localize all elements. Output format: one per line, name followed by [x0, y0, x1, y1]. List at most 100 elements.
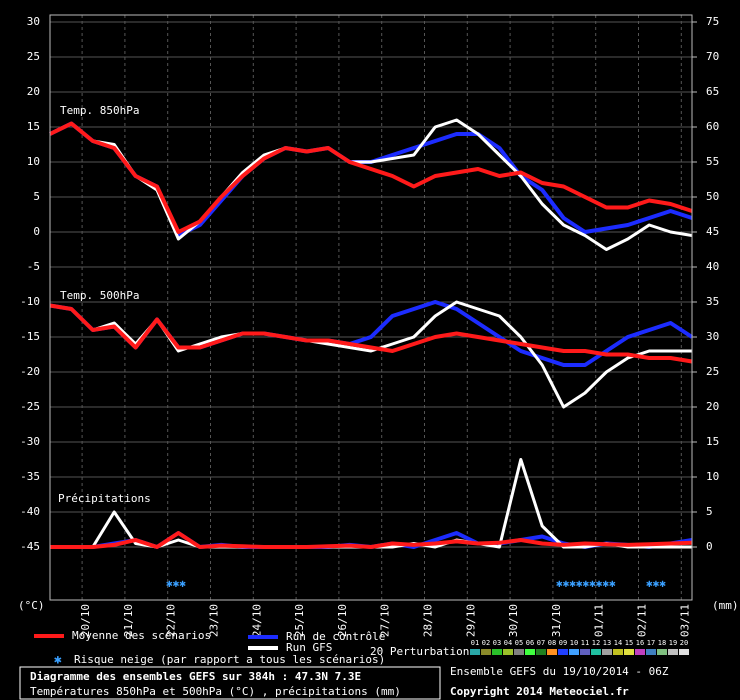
- perturbation-swatch: [569, 649, 579, 655]
- x-tick-label: 02/11: [636, 604, 649, 637]
- perturbation-label: 12: [592, 639, 600, 647]
- y-axis-label: (°C): [18, 599, 45, 612]
- x-tick-label: 20/10: [79, 604, 92, 637]
- y2-tick-label: 35: [706, 295, 719, 308]
- snow-legend: Risque neige (par rapport a tous les scé…: [74, 653, 385, 666]
- perturbations-title: 20 Perturbations: [370, 645, 476, 658]
- y-tick-label: -30: [20, 435, 40, 448]
- x-tick-label: 23/10: [208, 604, 221, 637]
- y-tick-label: 0: [33, 225, 40, 238]
- y-tick-label: -15: [20, 330, 40, 343]
- perturbation-swatch: [492, 649, 502, 655]
- legend: ✱ Risque neige (par rapport a tous les s…: [19, 15, 719, 700]
- series-line: [49, 121, 693, 234]
- annotation: Temp. 850hPa: [60, 104, 139, 117]
- y-tick-label: -10: [20, 295, 40, 308]
- y2-tick-label: 5: [706, 505, 713, 518]
- perturbation-swatch: [547, 649, 557, 655]
- perturbation-label: 01: [471, 639, 479, 647]
- y-tick-label: -25: [20, 400, 40, 413]
- perturbation-swatch: [536, 649, 546, 655]
- annotation: Temp. 500hPa: [60, 289, 139, 302]
- series-line: [49, 303, 693, 364]
- x-tick-label: 30/10: [507, 604, 520, 637]
- y2-tick-label: 70: [706, 50, 719, 63]
- perturbation-swatch: [624, 649, 634, 655]
- y-tick-label: -20: [20, 365, 40, 378]
- x-tick-label: 22/10: [165, 604, 178, 637]
- perturbation-swatch: [635, 649, 645, 655]
- y-tick-label: 5: [33, 190, 40, 203]
- x-tick-label: 26/10: [336, 604, 349, 637]
- perturbation-label: 09: [559, 639, 567, 647]
- run-label: Ensemble GEFS du 19/10/2014 - 06Z: [450, 665, 669, 678]
- perturbation-swatch: [613, 649, 623, 655]
- perturbation-swatch: [558, 649, 568, 655]
- y2-tick-label: 55: [706, 155, 719, 168]
- perturbation-label: 11: [581, 639, 589, 647]
- perturbation-label: 05: [515, 639, 523, 647]
- legend-label: Run de contrôle: [286, 630, 385, 643]
- y2-axis-label: (mm): [712, 599, 739, 612]
- perturbation-swatch: [514, 649, 524, 655]
- y2-tick-label: 50: [706, 190, 719, 203]
- perturbation-label: 18: [658, 639, 666, 647]
- perturbation-label: 03: [493, 639, 501, 647]
- chart-subtitle: Températures 850hPa et 500hPa (°C) , pré…: [30, 685, 401, 698]
- perturbation-swatch: [679, 649, 689, 655]
- lines: [49, 118, 694, 549]
- perturbation-label: 15: [625, 639, 633, 647]
- perturbation-swatch: [481, 649, 491, 655]
- x-tick-label: 29/10: [464, 604, 477, 637]
- y-tick-label: 10: [27, 155, 40, 168]
- x-tick-label: 27/10: [379, 604, 392, 637]
- y2-tick-label: 10: [706, 470, 719, 483]
- snow-icon: ✱✱✱: [646, 577, 666, 590]
- perturbation-label: 20: [680, 639, 688, 647]
- y2-tick-label: 30: [706, 330, 719, 343]
- perturbation-swatch: [591, 649, 601, 655]
- perturbation-swatch: [470, 649, 480, 655]
- y-tick-label: 25: [27, 50, 40, 63]
- y-tick-label: 30: [27, 15, 40, 28]
- y2-tick-label: 25: [706, 365, 719, 378]
- perturbation-swatch: [657, 649, 667, 655]
- y2-tick-label: 75: [706, 15, 719, 28]
- perturbation-label: 02: [482, 639, 490, 647]
- x-tick-label: 03/11: [678, 604, 691, 637]
- snow-icon: ✱✱✱✱✱✱✱✱✱: [556, 577, 616, 590]
- perturbation-label: 19: [669, 639, 677, 647]
- perturbation-label: 16: [636, 639, 644, 647]
- y-tick-label: -5: [27, 260, 40, 273]
- y2-tick-label: 0: [706, 540, 713, 553]
- perturbation-label: 07: [537, 639, 545, 647]
- perturbation-label: 04: [504, 639, 512, 647]
- x-tick-label: 01/11: [593, 604, 606, 637]
- y-tick-label: 15: [27, 120, 40, 133]
- x-tick-label: 31/10: [550, 604, 563, 637]
- y2-tick-label: 40: [706, 260, 719, 273]
- y2-tick-label: 65: [706, 85, 719, 98]
- series-line: [50, 531, 693, 549]
- x-tick-label: 28/10: [422, 604, 435, 637]
- perturbation-swatch: [668, 649, 678, 655]
- snow-icons: ✱✱✱ ✱✱✱✱✱✱✱✱✱ ✱✱✱: [166, 577, 666, 590]
- y-tick-label: 20: [27, 85, 40, 98]
- perturbation-label: 10: [570, 639, 578, 647]
- y2-tick-label: 60: [706, 120, 719, 133]
- x-tick-label: 24/10: [250, 604, 263, 637]
- y-tick-label: -40: [20, 505, 40, 518]
- perturbation-swatch: [525, 649, 535, 655]
- perturbation-label: 17: [647, 639, 655, 647]
- chart-title: Diagramme des ensembles GEFS sur 384h : …: [30, 670, 361, 683]
- annotation: Précipitations: [58, 492, 151, 505]
- copyright: Copyright 2014 Meteociel.fr: [450, 685, 629, 698]
- y-tick-label: -35: [20, 470, 40, 483]
- perturbation-label: 13: [603, 639, 611, 647]
- snow-icon: ✱✱✱: [166, 577, 186, 590]
- y2-tick-label: 20: [706, 400, 719, 413]
- y2-tick-label: 15: [706, 435, 719, 448]
- perturbation-swatch: [602, 649, 612, 655]
- y-tick-label: -45: [20, 540, 40, 553]
